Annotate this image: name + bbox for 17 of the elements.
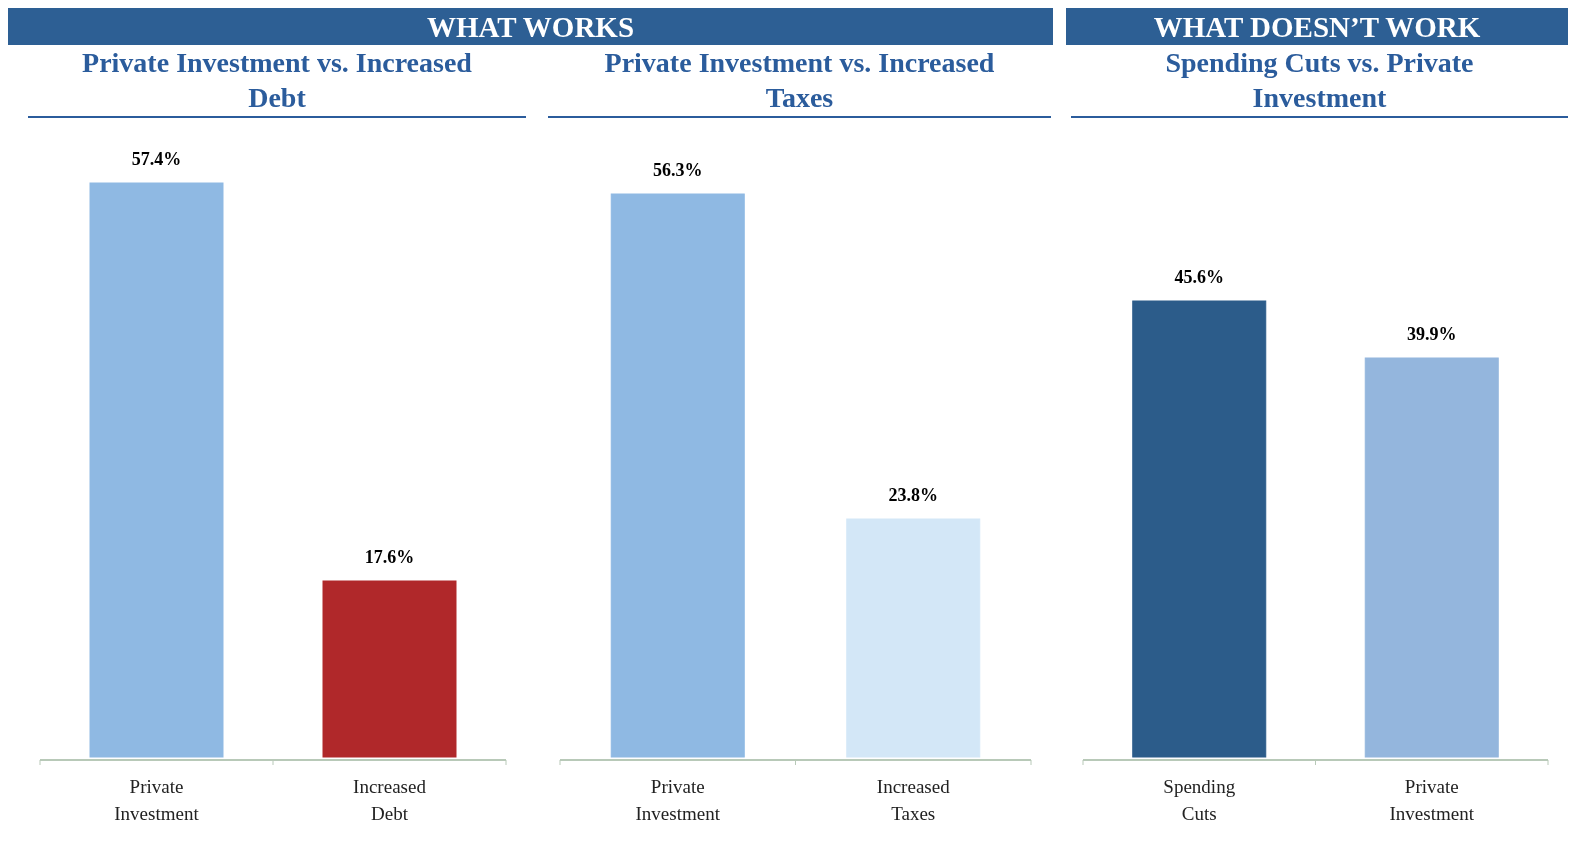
- x-tick-label: Spending Cuts: [1163, 776, 1236, 824]
- x-tick-label: Increased Debt: [353, 776, 427, 824]
- data-label: 56.3%: [653, 160, 703, 180]
- data-label: 45.6%: [1174, 267, 1224, 287]
- x-tick-label: Private Investment: [114, 776, 200, 824]
- text: WHAT WORKS: [426, 11, 635, 43]
- x-tick-label: Private Investment: [635, 776, 721, 824]
- text: WHAT DOESN’T WORK: [1153, 11, 1481, 43]
- x-tick-label: Increased Taxes: [876, 776, 951, 824]
- data-label: 23.8%: [888, 485, 938, 505]
- chart-title: Spending Cuts vs. Private Investment: [1165, 47, 1474, 113]
- data-label: 57.4%: [131, 149, 182, 169]
- x-tick-label: Private Investment: [1389, 776, 1475, 824]
- chart-title: Private Investment vs. Increased Taxes: [604, 47, 995, 113]
- data-label: 39.9%: [1407, 324, 1457, 344]
- data-label: 17.6%: [364, 547, 415, 567]
- chart-title: Private Investment vs. Increased Debt: [82, 47, 473, 113]
